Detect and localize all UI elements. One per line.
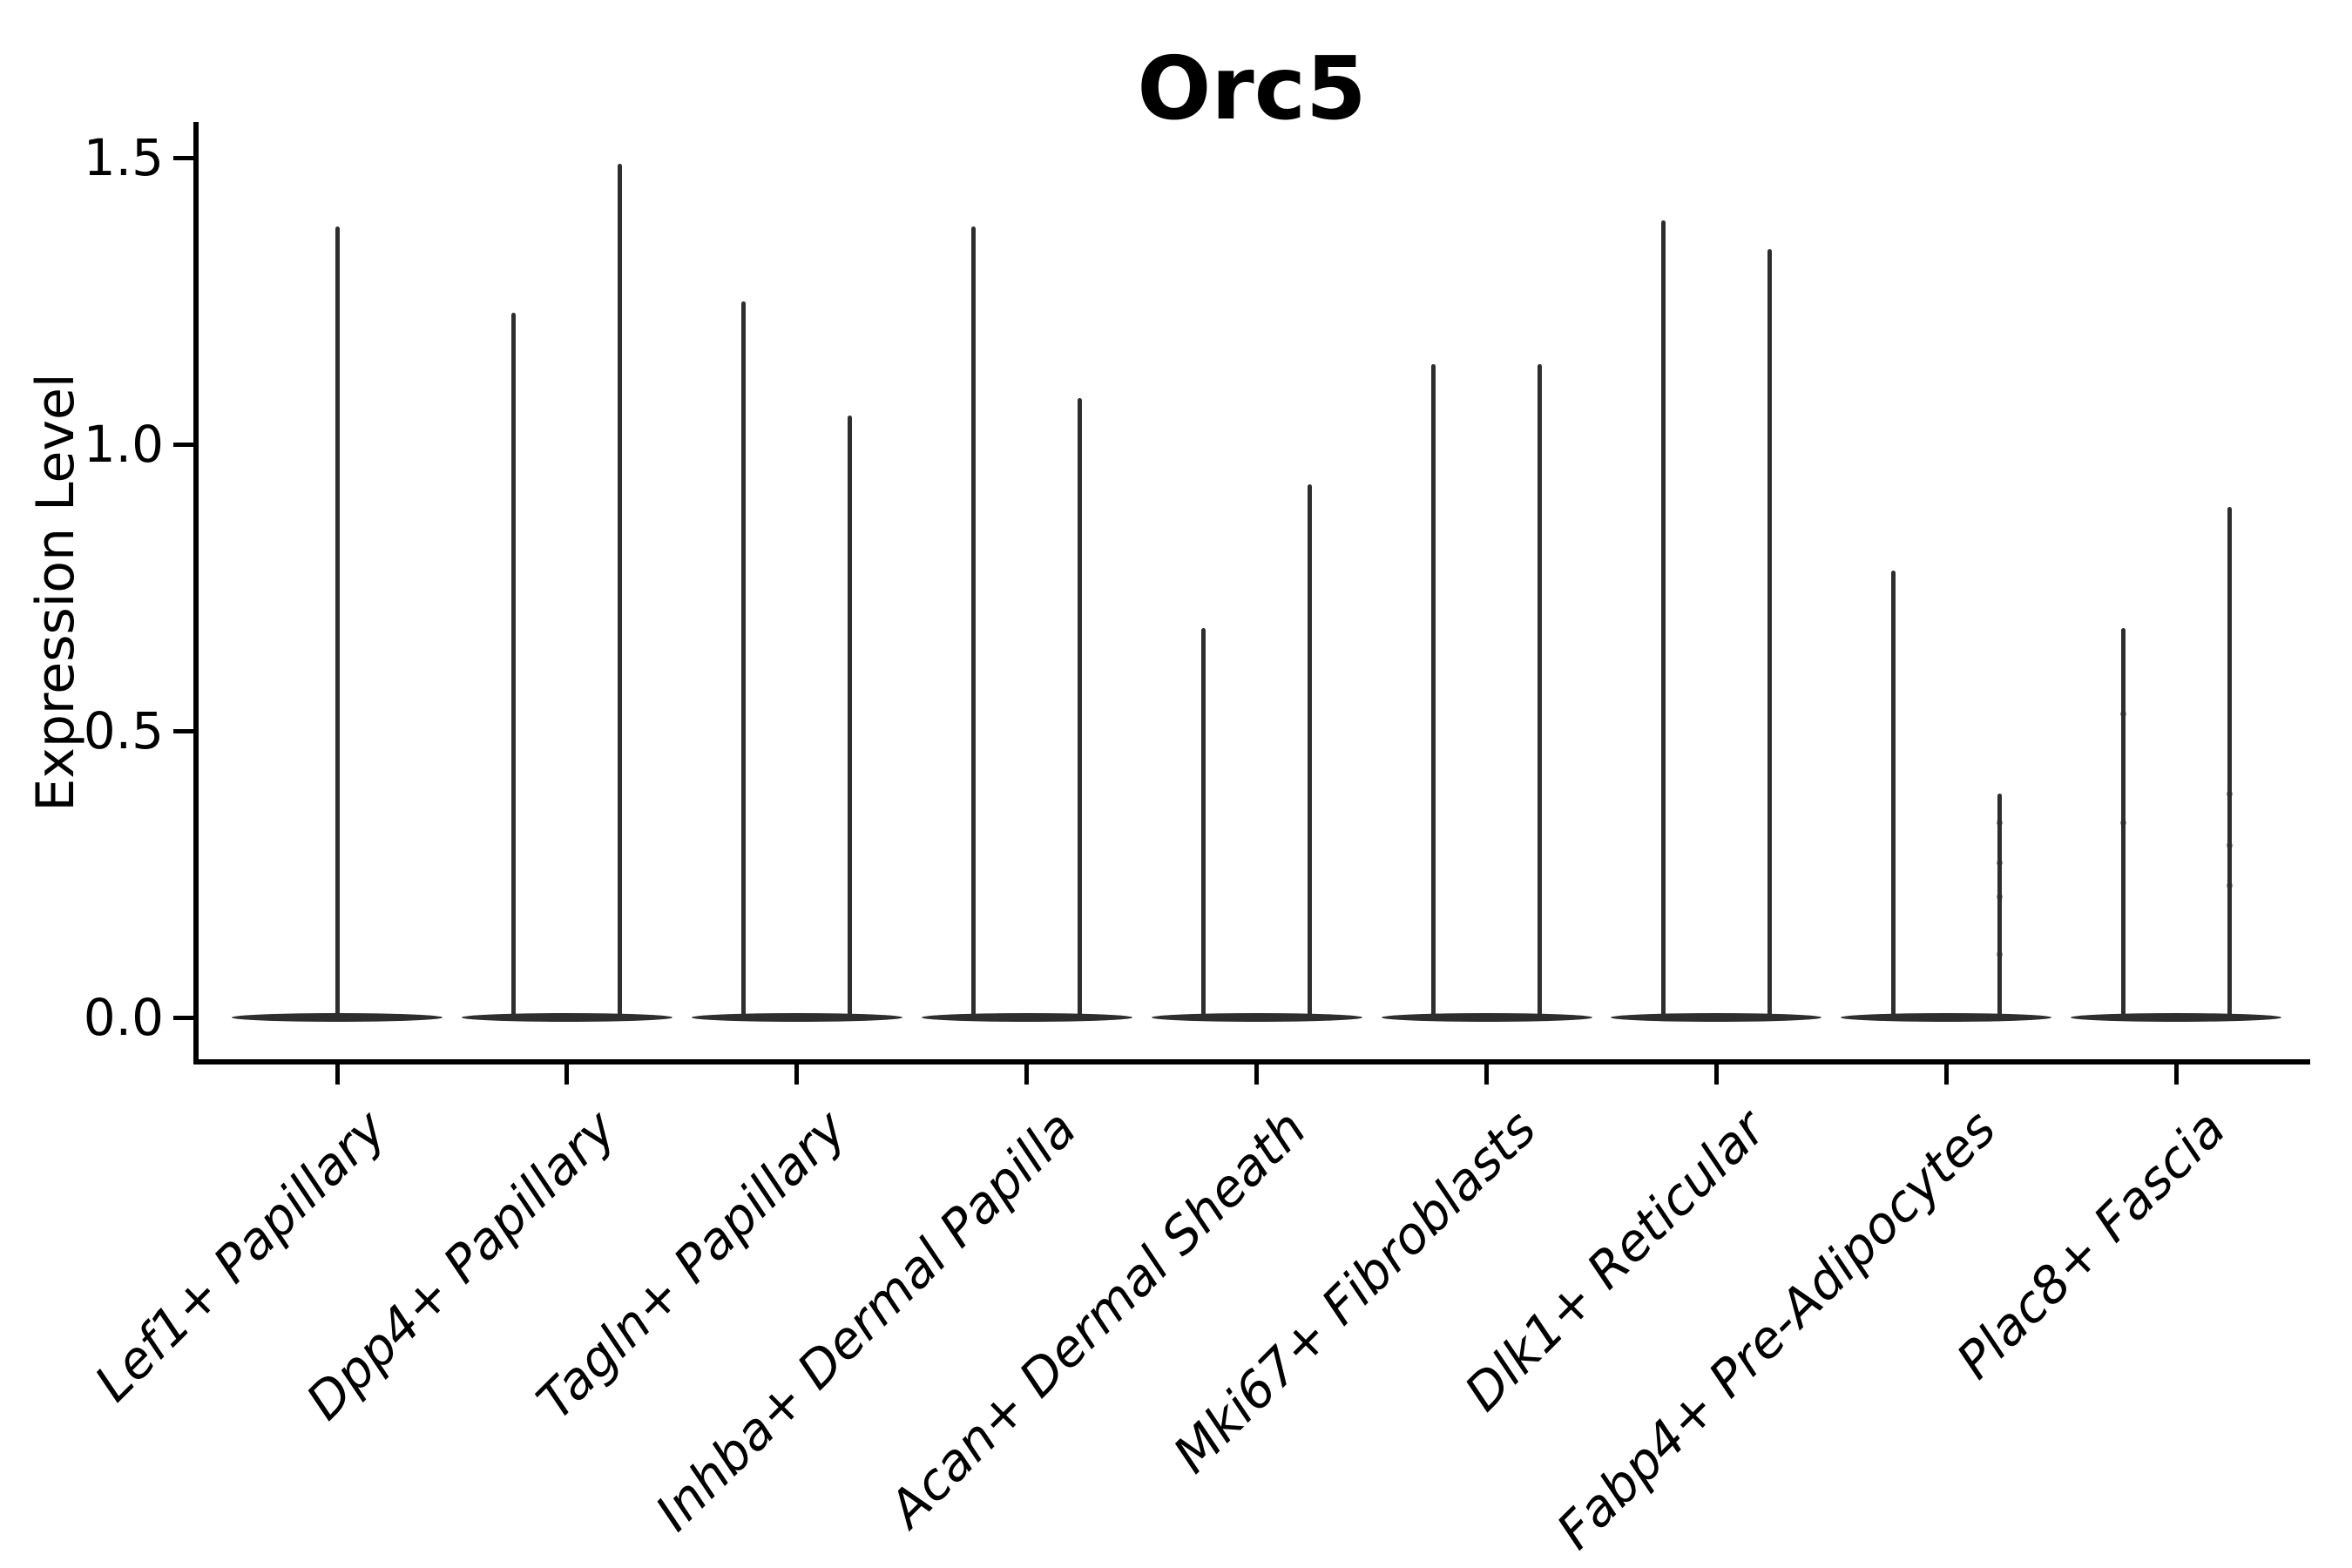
jitter-point [1996,951,2003,958]
y-tick-label: 0.5 [83,701,164,760]
violin-base [1151,1013,1362,1022]
y-tick [173,728,196,733]
x-tick [794,1062,800,1085]
violin-spike [1890,570,1896,1017]
violin-spike [1078,398,1083,1017]
violin-base [1841,1013,2052,1022]
x-tick [1484,1062,1489,1085]
y-tick-label: 1.0 [83,415,164,474]
violin-spike [1308,484,1313,1017]
violin-base [1381,1013,1592,1022]
y-tick-label: 0.0 [83,988,164,1047]
y-tick [173,155,196,160]
y-tick-label: 1.5 [83,128,164,187]
violin-spike [511,312,517,1017]
violin-base [691,1013,902,1022]
violin-spike [1538,363,1542,1017]
jitter-point [2119,710,2126,717]
y-tick [173,1015,196,1020]
y-tick [173,442,196,447]
violin-base [921,1013,1132,1022]
x-axis-spine [193,1059,2310,1064]
x-tick [564,1062,570,1085]
violin-base [461,1013,672,1022]
jitter-point [2226,790,2233,797]
violin-base [2071,1013,2282,1022]
violin-spike [1660,220,1666,1017]
x-tick-label: Fabp4+ Pre-Adipocytes [1544,1098,2007,1561]
x-tick-label: Acan+ Dermal Sheath [877,1098,1317,1539]
x-tick [1943,1062,1949,1085]
violin-spike [1767,249,1772,1017]
violin-spike [335,226,340,1017]
jitter-point [2226,842,2233,849]
x-tick [1024,1062,1030,1085]
violin-base [1611,1013,1822,1022]
jitter-point [2119,819,2126,826]
x-tick [335,1062,340,1085]
violin-spike [741,301,747,1017]
violin-spike [848,416,853,1017]
violin-spike [618,163,623,1017]
jitter-point [2226,882,2233,889]
violin-spike [2227,507,2232,1017]
chart-title: Orc5 [1137,37,1367,139]
jitter-point [1996,894,2003,901]
y-axis-spine [193,122,199,1064]
jitter-point [1996,819,2003,826]
x-tick [1713,1062,1719,1085]
violin-spike [1997,794,2002,1017]
x-tick [1254,1062,1260,1085]
violin-spike [1201,627,1206,1017]
violin-spike [1431,363,1436,1017]
x-tick [2173,1062,2179,1085]
x-tick-label: Inhba+ Dermal Papilla [643,1098,1088,1543]
violin-base [232,1013,443,1022]
violin-spike [971,226,977,1017]
jitter-point [1996,859,2003,866]
